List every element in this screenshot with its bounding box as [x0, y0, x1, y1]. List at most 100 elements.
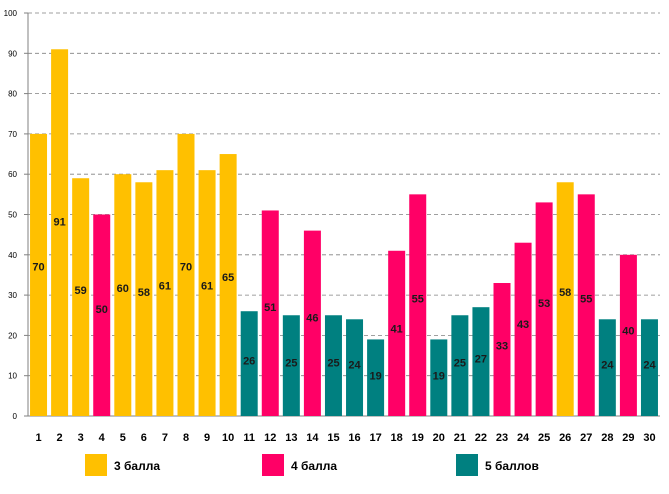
value-label-8: 70	[180, 261, 192, 273]
x-tick-label-12: 12	[264, 432, 276, 444]
bar-2	[51, 49, 69, 417]
bar-26	[556, 182, 574, 416]
x-tick-label-3: 3	[78, 432, 84, 444]
x-tick-label-20: 20	[433, 432, 445, 444]
value-label-5: 60	[117, 283, 129, 295]
x-tick-label-13: 13	[285, 432, 297, 444]
value-labels: 70 91 59 50 60 58 61 70 61 65 26 51 25 46 25 24 19 41 55 19…	[32, 217, 656, 383]
bar-30	[640, 319, 658, 416]
bar-13	[282, 315, 300, 416]
y-tick-label: 10	[8, 372, 17, 381]
value-label-20: 19	[433, 370, 445, 382]
bar-9	[198, 170, 216, 416]
y-tick-label: 50	[8, 211, 17, 220]
x-tick-label-30: 30	[643, 432, 655, 444]
x-tick-label-22: 22	[475, 432, 487, 444]
bar-27	[577, 194, 595, 416]
bar-17	[367, 339, 385, 416]
bar-8	[177, 133, 195, 416]
x-tick-label-11: 11	[243, 432, 255, 444]
bars	[30, 49, 658, 417]
bar-19	[409, 194, 427, 416]
bar-11	[240, 311, 258, 416]
bar-24	[514, 242, 532, 416]
x-tick-label-5: 5	[120, 432, 126, 444]
value-label-4: 50	[96, 304, 108, 316]
y-tick-label: 70	[8, 130, 17, 139]
legend-label-g5: 5 баллов	[485, 459, 539, 473]
x-tick-label-9: 9	[204, 432, 210, 444]
bar-20	[430, 339, 448, 416]
value-label-7: 61	[159, 281, 171, 293]
bar-6	[135, 182, 153, 416]
value-label-1: 70	[32, 261, 44, 273]
value-label-14: 46	[306, 313, 318, 325]
bar-25	[535, 202, 553, 416]
x-tick-label-4: 4	[99, 432, 106, 444]
value-label-30: 24	[643, 360, 656, 372]
value-label-18: 41	[391, 323, 403, 335]
bar-22	[472, 307, 490, 416]
value-label-17: 19	[369, 370, 381, 382]
legend-label-g4: 4 балла	[291, 459, 337, 473]
value-label-16: 24	[348, 360, 361, 372]
value-label-2: 91	[53, 217, 65, 229]
value-label-21: 25	[454, 358, 466, 370]
y-tick-label: 40	[8, 251, 17, 260]
x-tick-label-27: 27	[580, 432, 592, 444]
x-tick-label-21: 21	[454, 432, 466, 444]
x-tick-label-14: 14	[306, 432, 319, 444]
y-tick-label: 100	[4, 9, 18, 18]
x-tick-label-8: 8	[183, 432, 189, 444]
bar-5	[114, 174, 132, 416]
bar-12	[261, 210, 279, 416]
legend-swatch-g5	[456, 454, 478, 476]
x-tick-label-28: 28	[601, 432, 613, 444]
x-tick-label-10: 10	[222, 432, 234, 444]
x-tick-label-2: 2	[57, 432, 63, 444]
bar-3	[72, 178, 90, 416]
value-label-24: 43	[517, 319, 529, 331]
value-label-12: 51	[264, 302, 276, 314]
value-label-26: 58	[559, 287, 571, 299]
value-label-27: 55	[580, 294, 592, 306]
value-label-29: 40	[622, 326, 634, 338]
grid-lines	[24, 12, 660, 417]
x-tick-label-19: 19	[412, 432, 424, 444]
value-label-9: 61	[201, 281, 213, 293]
value-label-6: 58	[138, 287, 150, 299]
y-axis-ticks: 0 10 20 30 40 50 60 70 80 90 100	[4, 9, 18, 421]
x-tick-label-17: 17	[369, 432, 381, 444]
bar-10	[219, 154, 237, 417]
x-tick-label-25: 25	[538, 432, 550, 444]
value-label-15: 25	[327, 358, 339, 370]
x-tick-label-24: 24	[517, 432, 530, 444]
y-tick-label: 90	[8, 49, 17, 58]
y-tick-label: 30	[8, 291, 17, 300]
value-label-23: 33	[496, 341, 508, 353]
bar-18	[388, 250, 406, 416]
value-label-13: 25	[285, 358, 297, 370]
bar-23	[493, 283, 511, 416]
value-label-28: 24	[601, 360, 614, 372]
y-tick-label: 0	[13, 412, 18, 421]
y-tick-label: 20	[8, 331, 17, 340]
legend: 3 балла 4 балла 5 баллов	[85, 454, 539, 476]
value-label-10: 65	[222, 272, 234, 284]
bar-7	[156, 170, 174, 416]
legend-label-g3: 3 балла	[114, 459, 160, 473]
y-tick-label: 60	[8, 170, 17, 179]
bar-14	[303, 230, 321, 416]
bar-21	[451, 315, 469, 416]
value-label-3: 59	[75, 285, 87, 297]
y-tick-label: 80	[8, 90, 17, 99]
bar-15	[324, 315, 342, 416]
bar-4	[93, 214, 111, 416]
x-tick-label-1: 1	[35, 432, 41, 444]
x-tick-label-26: 26	[559, 432, 571, 444]
value-label-11: 26	[243, 355, 255, 367]
legend-swatch-g3	[85, 454, 107, 476]
x-tick-label-16: 16	[348, 432, 360, 444]
legend-swatch-g4	[262, 454, 284, 476]
